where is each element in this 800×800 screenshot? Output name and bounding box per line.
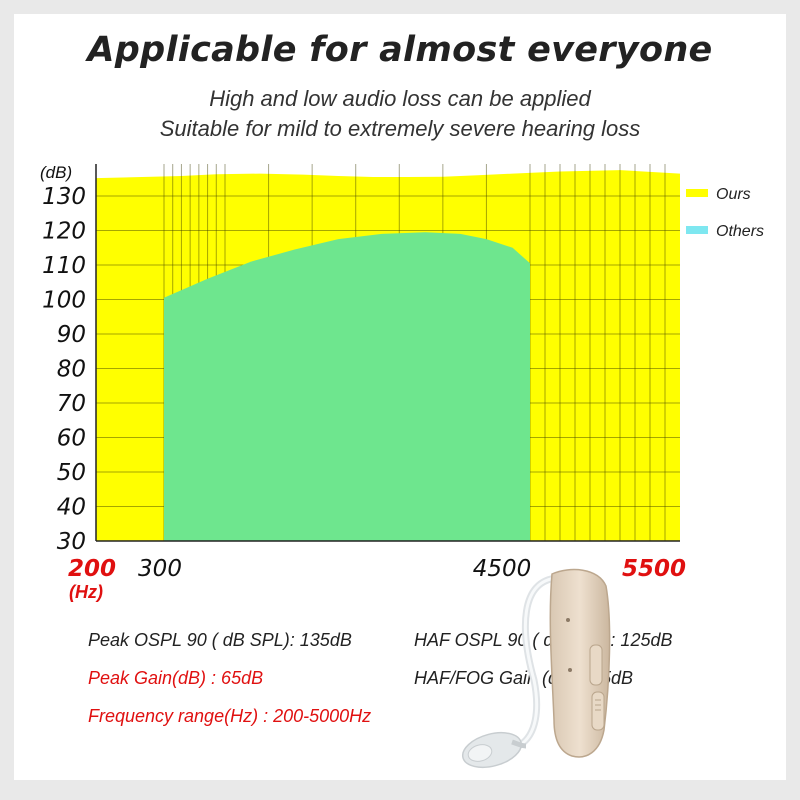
y-tick-label: 80 <box>57 357 86 383</box>
x-tick-label: 200 <box>68 556 116 582</box>
x-tick-label: 5500 <box>622 556 686 582</box>
y-tick-label: 100 <box>42 288 86 314</box>
x-tick-label: 300 <box>138 556 182 582</box>
legend-swatch-others <box>686 226 708 234</box>
x-tick-label: 4500 <box>473 556 532 582</box>
series-area-others <box>164 232 530 541</box>
y-tick-label: 50 <box>57 460 86 486</box>
y-tick-label: 30 <box>57 529 86 555</box>
page-title: Applicable for almost everyone <box>87 30 713 70</box>
subtitle-line-1: High and low audio loss can be applied <box>209 86 591 111</box>
hearing-aid-image <box>461 568 611 769</box>
y-axis-unit: (dB) <box>40 163 72 182</box>
plot-area <box>95 164 680 542</box>
y-tick-label: 90 <box>57 322 86 348</box>
y-tick-label: 110 <box>42 253 86 279</box>
subtitle-line-2: Suitable for mild to extremely severe he… <box>159 116 641 141</box>
legend: Ours Others <box>686 186 764 240</box>
spec-peak-ospl: Peak OSPL 90 ( dB SPL): 135dB <box>88 630 352 650</box>
spec-peak-gain: Peak Gain(dB) : 65dB <box>88 668 264 688</box>
x-axis-unit: (Hz) <box>69 582 103 602</box>
legend-swatch-ours <box>686 189 708 197</box>
y-tick-label: 120 <box>42 219 86 245</box>
y-tick-label: 70 <box>57 391 86 417</box>
y-tick-label: 130 <box>42 184 86 210</box>
legend-label-ours: Ours <box>716 186 751 203</box>
y-tick-label: 60 <box>57 426 86 452</box>
spec-frequency-range: Frequency range(Hz) : 200-5000Hz <box>88 706 372 726</box>
legend-label-others: Others <box>716 223 764 240</box>
y-tick-label: 40 <box>57 495 86 521</box>
